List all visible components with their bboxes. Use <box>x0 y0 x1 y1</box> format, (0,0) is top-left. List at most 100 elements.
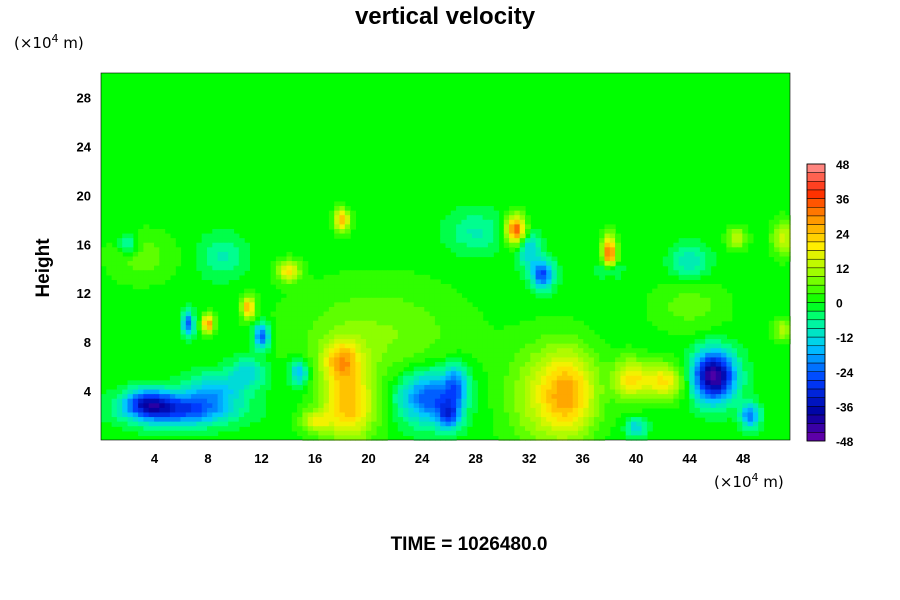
heatmap-cell <box>196 375 203 381</box>
colorbar-segment <box>806 267 826 277</box>
heatmap-cell <box>381 407 388 414</box>
heatmap-cell <box>270 274 277 281</box>
heatmap-cell <box>450 297 457 303</box>
heatmap-cell <box>540 251 547 258</box>
heatmap-cell <box>249 357 256 363</box>
heatmap-cell <box>540 261 547 267</box>
heatmap-cell <box>419 339 425 345</box>
heatmap-cell <box>138 398 144 404</box>
heatmap-cell <box>599 339 606 345</box>
heatmap-cell <box>371 375 378 381</box>
heatmap-cell <box>567 371 574 377</box>
heatmap-cell <box>599 270 606 276</box>
heatmap-cell <box>710 302 717 308</box>
heatmap-cell <box>291 284 298 290</box>
heatmap-cell <box>562 316 568 322</box>
heatmap-cell <box>737 412 743 418</box>
heatmap-cell <box>530 352 537 359</box>
heatmap-cell <box>498 357 505 363</box>
heatmap-cell <box>101 417 107 423</box>
heatmap-cell <box>106 417 113 423</box>
heatmap-cell <box>673 362 680 368</box>
heatmap-cell <box>122 426 129 432</box>
heatmap-cell <box>699 293 706 299</box>
heatmap-cell <box>270 270 277 276</box>
colorbar-segment <box>806 207 826 217</box>
heatmap-cell <box>291 339 298 345</box>
heatmap-cell <box>350 366 356 372</box>
colorbar-frame <box>806 163 826 442</box>
heatmap-cell <box>784 219 791 225</box>
heatmap-cell <box>461 403 468 409</box>
heatmap-cell <box>408 274 415 281</box>
heatmap-cell <box>535 284 542 290</box>
heatmap-cell <box>456 306 462 313</box>
heatmap-cell <box>525 380 531 386</box>
heatmap-cell <box>572 357 579 363</box>
heatmap-cell <box>408 270 415 276</box>
heatmap-cell <box>578 384 584 391</box>
heatmap-cell <box>302 339 309 345</box>
heatmap-cell <box>291 288 298 294</box>
heatmap-cell <box>408 398 415 404</box>
heatmap-cell <box>328 210 335 216</box>
heatmap-cell <box>111 389 118 395</box>
heatmap-cell <box>138 394 144 400</box>
heatmap-cell <box>201 242 208 248</box>
heatmap-cell <box>392 306 399 313</box>
heatmap-cell <box>265 380 272 386</box>
heatmap-cell <box>355 375 362 381</box>
heatmap-cell <box>514 352 521 359</box>
heatmap-cell <box>366 421 372 427</box>
heatmap-cell <box>366 339 372 345</box>
heatmap-cell <box>514 329 521 336</box>
heatmap-cell <box>217 265 224 271</box>
heatmap-cell <box>392 366 399 372</box>
heatmap-cell <box>148 384 155 391</box>
heatmap-cell <box>265 375 272 381</box>
heatmap-cell <box>747 407 754 414</box>
heatmap-cell <box>710 320 717 326</box>
heatmap-cell <box>493 343 500 349</box>
heatmap-cell <box>583 366 590 372</box>
heatmap-cell <box>222 384 229 391</box>
heatmap-cell <box>466 329 473 336</box>
heatmap-cell <box>440 293 447 299</box>
heatmap-cell <box>657 362 664 368</box>
heatmap-cell <box>540 265 547 271</box>
heatmap-cell <box>525 224 531 230</box>
heatmap-cell <box>413 279 420 285</box>
heatmap-cell <box>604 403 611 409</box>
heatmap-cell <box>657 306 664 313</box>
heatmap-cell <box>456 238 462 244</box>
heatmap-cell <box>721 288 727 294</box>
heatmap-cell <box>313 329 319 336</box>
heatmap-cell <box>350 224 356 230</box>
heatmap-cell <box>291 311 298 317</box>
heatmap-cell <box>302 316 309 322</box>
heatmap-cell <box>509 242 515 248</box>
heatmap-cell <box>281 256 288 262</box>
heatmap-cell <box>721 366 727 372</box>
heatmap-cell <box>249 398 256 404</box>
heatmap-cell <box>715 352 722 359</box>
heatmap-cell <box>657 288 664 294</box>
heatmap-cell <box>429 288 436 294</box>
heatmap-cell <box>143 233 150 239</box>
heatmap-cell <box>509 375 515 381</box>
heatmap-cell <box>201 366 208 372</box>
heatmap-cell <box>313 316 319 322</box>
heatmap-cell <box>668 251 674 258</box>
heatmap-cell <box>233 394 240 400</box>
heatmap-cell <box>721 417 727 423</box>
heatmap-cell <box>774 339 780 345</box>
heatmap-cell <box>440 348 447 354</box>
heatmap-cell <box>556 435 563 441</box>
heatmap-cell <box>207 238 213 244</box>
heatmap-cell <box>668 288 674 294</box>
heatmap-plot-area <box>101 73 791 441</box>
heatmap-cell <box>662 352 669 359</box>
heatmap-cell <box>302 430 309 437</box>
heatmap-cell <box>530 242 537 248</box>
heatmap-cell <box>222 362 229 368</box>
